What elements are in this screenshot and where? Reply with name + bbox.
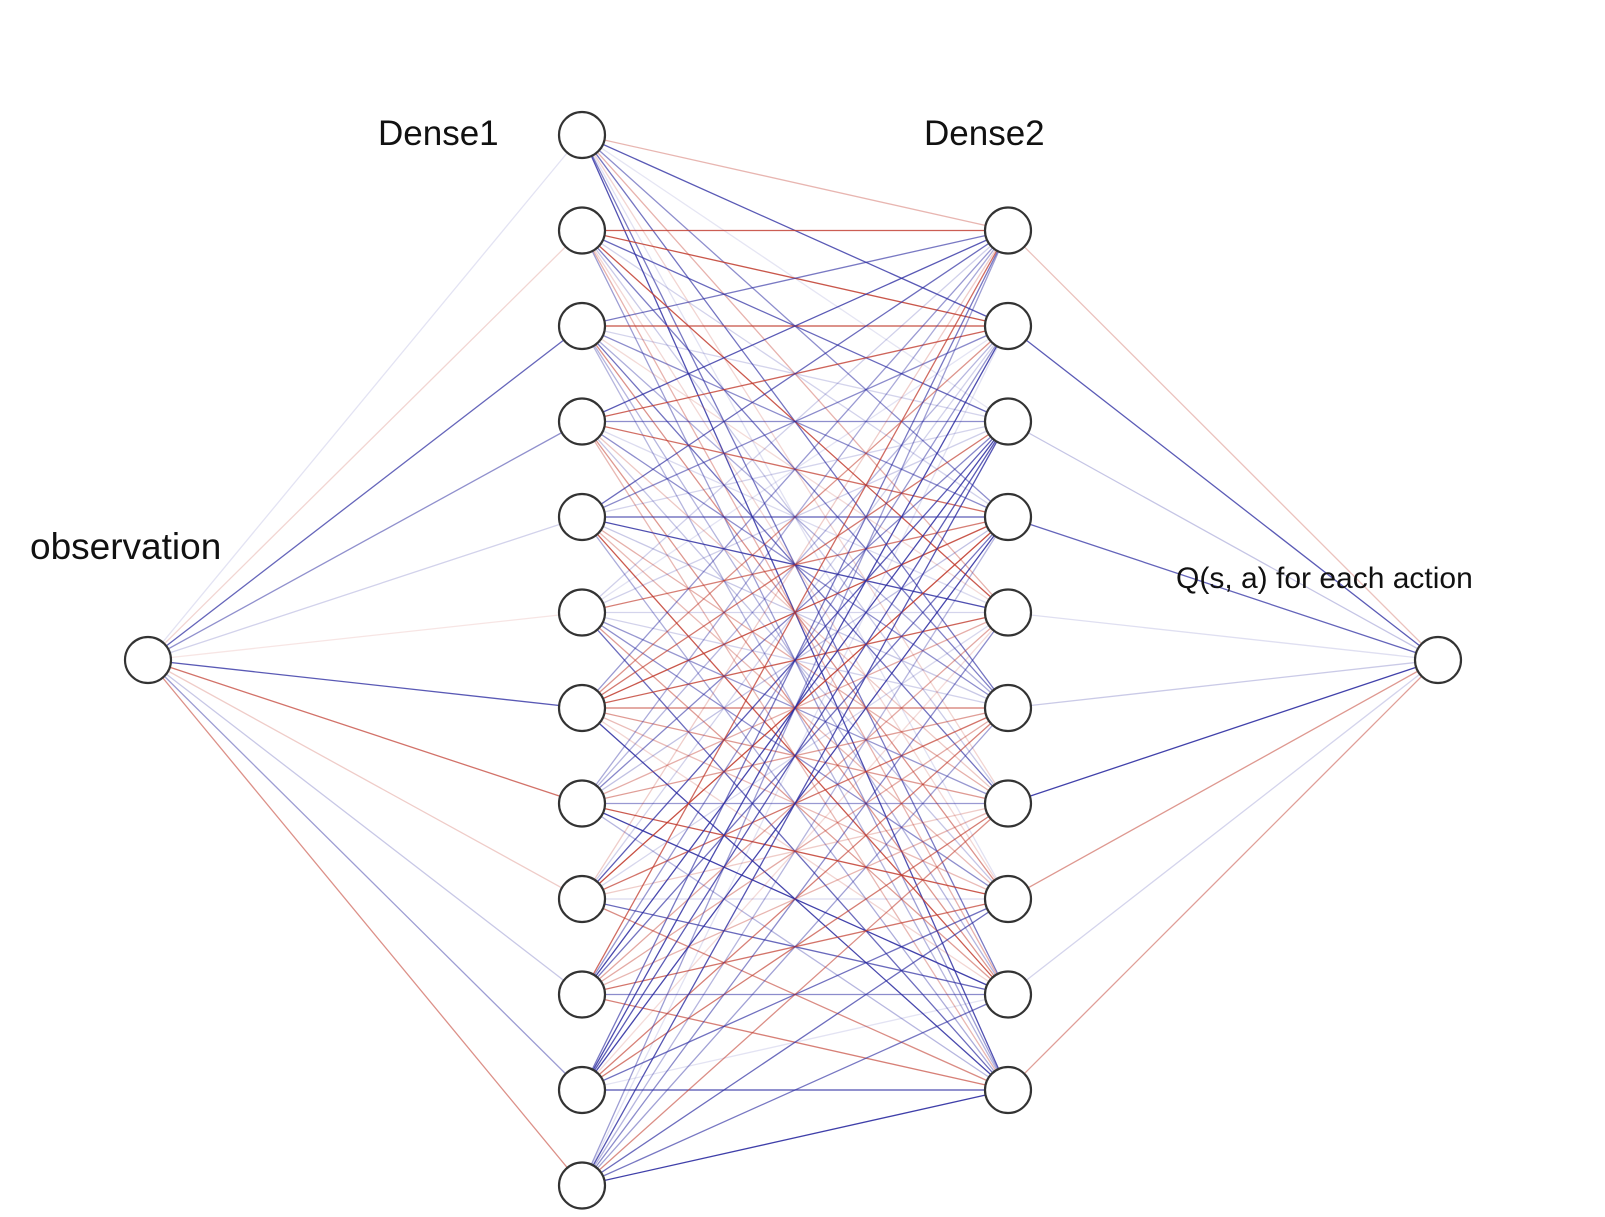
dense1-node	[557, 779, 607, 828]
connection-line	[581, 420, 1009, 709]
dense1-node	[557, 874, 607, 924]
connection-line	[1007, 659, 1439, 1091]
connection-line	[147, 134, 583, 661]
connection-line	[581, 802, 1009, 900]
dense2-node	[983, 779, 1033, 828]
connection-line	[1007, 611, 1439, 661]
dense1-node	[557, 397, 607, 446]
dense1-layer-label: Dense1	[378, 114, 499, 153]
neurons	[123, 110, 1463, 1210]
connection-line	[1007, 659, 1439, 805]
connection-line	[147, 659, 583, 996]
connection-line	[147, 659, 583, 709]
connection-line	[581, 230, 1009, 1091]
connection-line	[581, 325, 1009, 804]
connection-line	[581, 420, 1009, 518]
connection-line	[147, 611, 583, 661]
connections	[147, 134, 1439, 1187]
connection-line	[581, 230, 1009, 900]
connection-line	[581, 612, 1009, 1091]
connection-line	[1007, 420, 1439, 661]
connection-line	[581, 612, 1009, 1186]
connection-line	[581, 325, 1009, 709]
connection-line	[1007, 516, 1439, 661]
connection-line	[581, 230, 1009, 613]
connection-line	[147, 659, 583, 900]
connection-line	[581, 230, 1009, 1186]
input-layer-label: observation	[30, 526, 222, 567]
dense2-node	[983, 588, 1033, 637]
connection-line	[147, 659, 583, 1091]
connection-line	[581, 325, 1009, 1186]
connection-line	[581, 421, 1009, 1186]
output-layer-label: Q(s, a) for each action	[1176, 562, 1473, 595]
connection-line	[581, 229, 1009, 423]
connection-line	[581, 707, 1009, 1186]
output-node	[1413, 635, 1463, 685]
connection-line	[581, 230, 1009, 804]
dense2-layer-label: Dense2	[924, 114, 1045, 153]
connection-line	[147, 230, 583, 661]
dense1-node	[557, 301, 607, 351]
connection-line	[147, 516, 583, 661]
dense2-node	[983, 1065, 1033, 1115]
dense1-node	[557, 1065, 607, 1115]
dense2-node	[983, 206, 1033, 255]
connection-line	[1007, 659, 1439, 709]
connection-line	[581, 803, 1009, 1186]
dense1-node	[557, 683, 607, 733]
connection-line	[581, 229, 1009, 518]
connection-line	[581, 516, 1009, 1186]
connection-line	[147, 325, 583, 661]
connection-line	[147, 659, 583, 805]
connection-line	[581, 1089, 1009, 1187]
dense1-node	[557, 970, 607, 1019]
connection-line	[581, 134, 1009, 232]
connection-line	[581, 325, 1009, 1091]
dense2-node	[983, 683, 1033, 733]
connection-line	[1007, 230, 1439, 661]
dense2-node	[983, 492, 1033, 542]
dense1-node	[557, 1161, 607, 1210]
connection-line	[581, 230, 1009, 995]
dense2-node	[983, 970, 1033, 1019]
connection-line	[147, 420, 583, 661]
connection-line	[147, 659, 583, 1186]
dense1-node	[557, 588, 607, 637]
connection-line	[581, 230, 1009, 709]
dense2-node	[983, 874, 1033, 924]
connection-line	[581, 993, 1009, 1187]
dense2-node	[983, 301, 1033, 351]
dense1-node	[557, 492, 607, 542]
connection-line	[581, 421, 1009, 1091]
connection-line	[1007, 659, 1439, 900]
dense1-node	[557, 110, 607, 160]
dense2-node	[983, 397, 1033, 446]
connection-line	[581, 229, 1009, 327]
connection-line	[1007, 325, 1439, 661]
input-node	[123, 635, 173, 685]
dense1-node	[557, 206, 607, 255]
connection-line	[1007, 659, 1439, 996]
connection-line	[581, 802, 1009, 1091]
connection-line	[581, 898, 1009, 1187]
